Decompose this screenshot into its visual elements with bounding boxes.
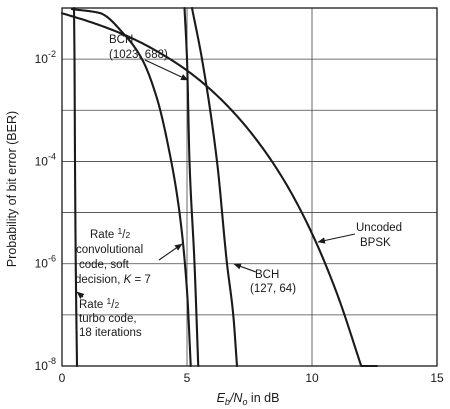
y-tick-label: 10-4 [35, 151, 56, 168]
annotation-conv-line3: code, soft [79, 259, 130, 271]
annotation-turbo-arrow [76, 291, 85, 299]
annotation-turbo-den: 2 [114, 300, 119, 310]
annotation-turbo-line3: 18 iterations [79, 327, 142, 339]
x-tick-label: 10 [305, 371, 319, 385]
series-line-0 [60, 12, 379, 368]
annotation-turbo-rate-text: Rate [79, 299, 107, 311]
annotation-bch-127-arrow [233, 263, 257, 273]
x-tick-label: 15 [430, 371, 444, 385]
annotation-conv-line4: decision, K = 7 [75, 274, 151, 286]
annotation-turbo-line2: turbo code, [79, 313, 137, 325]
annotation-conv-arrow [158, 243, 183, 261]
annotation-bch-1023: BCH (1023, 688) [109, 34, 189, 81]
annotation-turbo-num: 1 [107, 296, 112, 306]
annotation-conv-kval: = 7 [131, 274, 151, 286]
annotation-conv-rate-text: Rate [90, 229, 118, 241]
annotation-bch-1023-line2: (1023, 688) [109, 49, 168, 61]
tick-layer: 0 5 10 15 10-8 10-6 10-4 10-2 [35, 49, 444, 385]
annotation-convolutional: Rate 1/2 convolutional code, soft decisi… [75, 226, 183, 286]
annotation-bch-1023-arrow [144, 59, 189, 81]
annotation-conv-line2: convolutional [76, 244, 143, 256]
annotation-conv-k: K [124, 274, 133, 286]
annotation-bch-127-line1: BCH [255, 269, 279, 281]
annotation-conv-num: 1 [118, 226, 123, 236]
y-tick-label: 10-2 [35, 49, 56, 66]
series-line-1 [183, 6, 200, 368]
y-tick-label: 10-6 [35, 254, 56, 271]
grid-layer [62, 8, 437, 366]
x-axis-label: Eb/No in dB [217, 391, 280, 407]
annotation-uncoded-line2: BPSK [360, 237, 391, 249]
series-line-3 [70, 8, 192, 368]
annotation-uncoded-arrow [317, 233, 356, 244]
annotation-bch-127: BCH (127, 64) [233, 263, 296, 295]
annotation-bch-127-line2: (127, 64) [250, 283, 296, 295]
series-line-4 [72, 6, 79, 368]
x-tick-label: 0 [59, 371, 66, 385]
annotation-conv-line1: Rate 1/2 [90, 226, 130, 241]
annotation-uncoded-bpsk: Uncoded BPSK [317, 222, 402, 249]
y-axis-label: Probability of bit error (BER) [5, 111, 19, 267]
curve-layer [60, 6, 379, 368]
annotation-turbo-line1: Rate 1/2 [79, 296, 119, 311]
annotation-conv-decision: decision, [75, 274, 124, 286]
x-tick-label: 5 [184, 371, 191, 385]
annotation-bch-1023-line1: BCH [109, 34, 133, 46]
plot-frame [61, 7, 438, 367]
annotation-turbo: Rate 1/2 turbo code, 18 iterations [76, 291, 142, 339]
annotation-uncoded-line1: Uncoded [356, 222, 402, 234]
annotation-conv-den: 2 [125, 230, 130, 240]
series-line-2 [190, 6, 239, 368]
y-tick-label: 10-8 [35, 356, 56, 373]
